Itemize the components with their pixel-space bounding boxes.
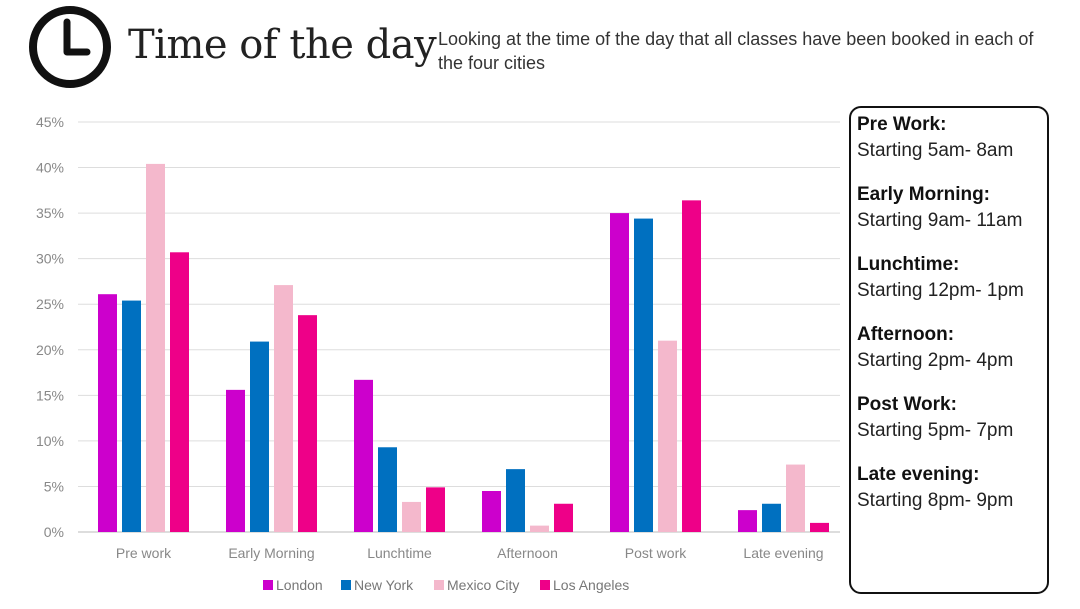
period-time: Starting 5am- 8am [857,140,1014,161]
x-tick-label: Early Morning [228,545,314,561]
bar-mexico-city [274,285,293,532]
period-early-morning: Early Morning: Starting 9am- 11am [857,182,1047,234]
period-time: Starting 9am- 11am [857,210,1023,231]
y-tick-label: 20% [36,342,64,358]
bar-london [738,510,757,532]
y-tick-label: 15% [36,387,64,403]
legend-label-london: London [276,577,323,593]
legend-swatch-london [263,580,273,590]
x-tick-label: Post work [625,545,687,561]
period-name: Post Work: [857,394,957,415]
period-name: Pre Work: [857,114,947,135]
bar-los-angeles [810,522,829,532]
period-name: Late evening: [857,464,980,485]
y-tick-label: 5% [44,478,64,494]
period-time: Starting 5pm- 7pm [857,420,1014,441]
bar-chart: 0% 5% 10% 15% 20% 25% 30% 35% 40% 45% Pre work Earl… [36,114,840,593]
bar-los-angeles [170,252,189,533]
bar-los-angeles [298,315,317,532]
period-late-evening: Late evening: Starting 8pm- 9pm [857,462,1047,514]
bar-mexico-city [146,163,165,532]
x-tick-label: Late evening [743,545,823,561]
y-tick-label: 25% [36,296,64,312]
y-tick-label: 35% [36,205,64,221]
bar-los-angeles [426,487,445,532]
clock-icon [29,6,111,88]
legend-label-los-angeles: Los Angeles [553,577,629,593]
period-lunchtime: Lunchtime: Starting 12pm- 1pm [857,252,1047,304]
legend-swatch-mexico-city [434,580,444,590]
bar-new-york [634,218,653,533]
bar-mexico-city [658,340,677,532]
legend-swatch-los-angeles [540,580,550,590]
bar-los-angeles [554,503,573,532]
bar-mexico-city [786,464,805,532]
time-period-legend-box: Pre Work: Starting 5am- 8am Early Mornin… [849,106,1049,594]
legend-swatch-new-york [341,580,351,590]
bar-new-york [762,503,781,532]
bar-new-york [122,300,141,532]
bar-mexico-city [402,501,421,532]
bar-los-angeles [682,200,701,532]
period-post-work: Post Work: Starting 5pm- 7pm [857,392,1047,444]
bar-london [226,389,245,532]
bar-london [610,213,629,532]
x-tick-label: Lunchtime [367,545,432,561]
period-name: Afternoon: [857,324,955,345]
bar-new-york [250,341,269,532]
bar-mexico-city [530,525,549,532]
period-afternoon: Afternoon: Starting 2pm- 4pm [857,322,1047,374]
legend-label-mexico-city: Mexico City [447,577,519,593]
page-title: Time of the day [128,22,437,68]
y-tick-label: 30% [36,251,64,267]
bar-london [98,294,117,532]
bar-new-york [378,447,397,532]
x-tick-label: Afternoon [497,545,558,561]
y-tick-label: 40% [36,160,64,176]
bar-london [354,379,373,532]
bar-london [482,491,501,532]
y-tick-label: 0% [44,524,64,540]
legend-label-new-york: New York [354,577,414,593]
bar-new-york [506,469,525,532]
period-time: Starting 2pm- 4pm [857,350,1014,371]
page-subtitle: Looking at the time of the day that all … [438,29,1034,73]
period-name: Lunchtime: [857,254,960,275]
x-tick-label: Pre work [116,545,172,561]
period-time: Starting 12pm- 1pm [857,280,1024,301]
period-pre-work: Pre Work: Starting 5am- 8am [857,112,1047,164]
period-name: Early Morning: [857,184,991,205]
period-time: Starting 8pm- 9pm [857,490,1014,511]
y-tick-label: 10% [36,433,64,449]
y-tick-label: 45% [36,114,64,130]
